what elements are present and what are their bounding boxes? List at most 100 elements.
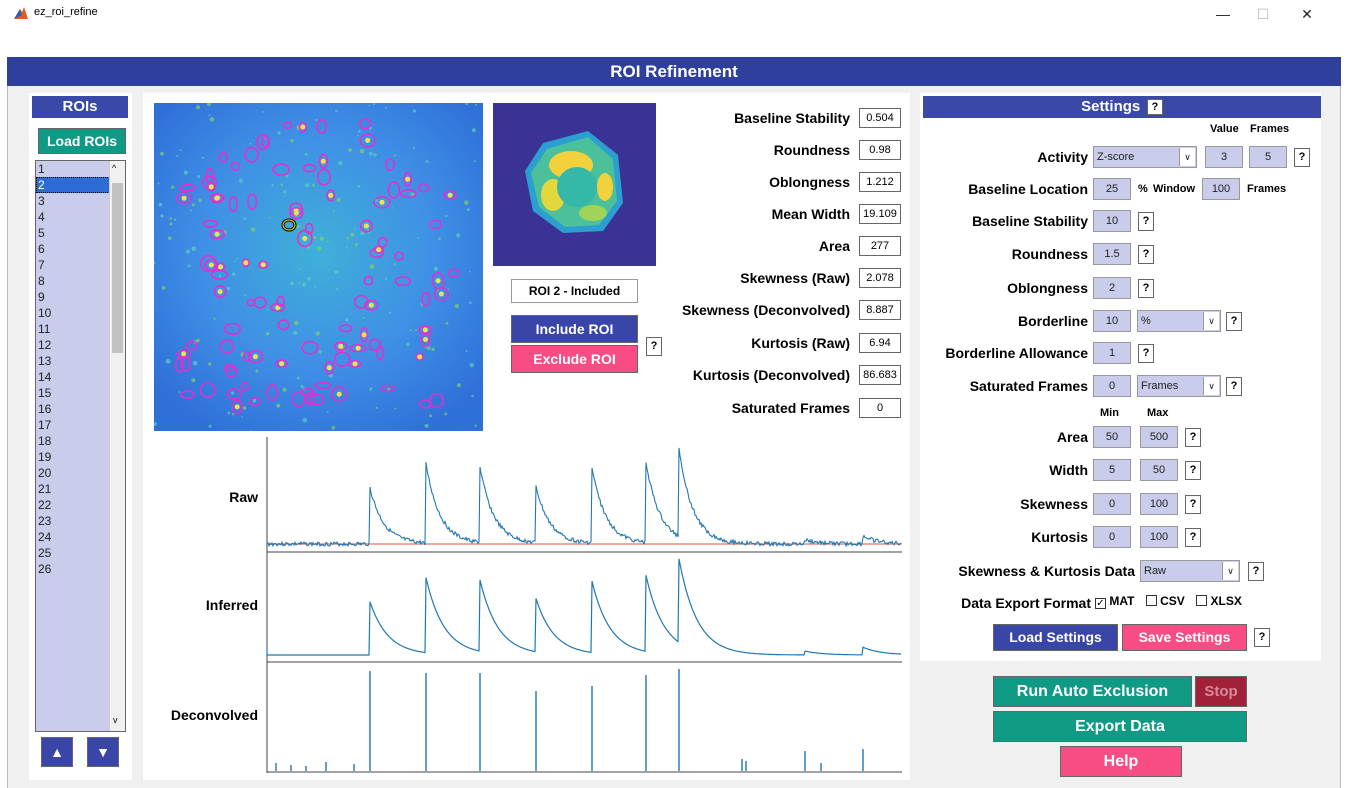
save-settings-button[interactable]: Save Settings [1122, 624, 1247, 651]
borderline-unit-select[interactable]: % ∨ [1137, 310, 1221, 332]
trace-plots [266, 437, 902, 773]
roi-list-item[interactable]: 17 [38, 418, 52, 432]
area-min-input[interactable]: 50 [1093, 426, 1131, 448]
load-settings-button[interactable]: Load Settings [993, 624, 1118, 651]
sk-data-help-icon[interactable]: ? [1248, 562, 1264, 581]
roi-list-item[interactable]: 11 [38, 322, 51, 336]
export-data-button[interactable]: Export Data [993, 711, 1247, 742]
baseline-location-input[interactable]: 25 [1093, 178, 1131, 200]
roi-list-item[interactable]: 18 [38, 434, 52, 448]
roi-list-item[interactable]: 8 [38, 274, 45, 288]
field-of-view-image[interactable] [152, 101, 483, 432]
move-down-button[interactable]: ▼ [87, 737, 119, 767]
roi-list-item[interactable]: 3 [38, 194, 45, 208]
mat-checkbox[interactable]: ✓ [1095, 598, 1106, 609]
scroll-down-arrow-icon[interactable]: v [113, 715, 118, 725]
borderline-input[interactable]: 10 [1093, 310, 1131, 332]
width-help-icon[interactable]: ? [1185, 461, 1201, 480]
roi-list-item[interactable]: 21 [38, 482, 52, 496]
activity-mode-select[interactable]: Z-score ∨ [1093, 146, 1197, 168]
export-format-options: ✓ MAT CSV XLSX [1095, 594, 1242, 609]
roundness-input[interactable]: 1.5 [1093, 243, 1131, 265]
skewness-max-input[interactable]: 100 [1140, 493, 1178, 515]
roi-list-item[interactable]: 24 [38, 530, 52, 544]
kurtosis-help-icon[interactable]: ? [1185, 528, 1201, 547]
area-max-input[interactable]: 500 [1140, 426, 1178, 448]
scroll-up-arrow-icon[interactable]: ^ [112, 163, 117, 173]
baseline-window-input[interactable]: 100 [1202, 178, 1240, 200]
roi-list-item[interactable]: 20 [38, 466, 52, 480]
csv-checkbox[interactable] [1145, 595, 1157, 606]
export-format-label: Data Export Format [961, 595, 1091, 611]
roi-list-item[interactable]: 12 [38, 338, 52, 352]
saturated-frames-help-icon[interactable]: ? [1226, 377, 1242, 396]
roi-list-item[interactable]: 9 [38, 290, 45, 304]
roi-list-scrollbar[interactable]: ^ v [109, 161, 125, 731]
settings-buttons-help-icon[interactable]: ? [1254, 628, 1270, 647]
activity-value-input[interactable]: 3 [1205, 146, 1243, 168]
include-roi-button[interactable]: Include ROI [511, 315, 638, 343]
oblongness-input[interactable]: 2 [1093, 277, 1131, 299]
saturated-frames-unit-select[interactable]: Frames ∨ [1137, 375, 1221, 397]
maximize-button[interactable]: ☐ [1256, 6, 1270, 22]
csv-option-label: CSV [1160, 594, 1185, 608]
roi-list-item[interactable]: 14 [38, 370, 52, 384]
roi-list-item[interactable]: 26 [38, 562, 52, 576]
metric-label: Kurtosis (Deconvolved) [692, 367, 850, 383]
width-min-input[interactable]: 5 [1093, 459, 1131, 481]
roi-list-item[interactable]: 23 [38, 514, 52, 528]
chevron-down-icon: ∨ [1222, 562, 1238, 580]
activity-help-icon[interactable]: ? [1294, 148, 1310, 167]
activity-frames-input[interactable]: 5 [1249, 146, 1287, 168]
roi-list-item[interactable]: 2 [36, 177, 110, 193]
roi-list-item[interactable]: 4 [38, 210, 45, 224]
kurtosis-min-input[interactable]: 0 [1093, 526, 1131, 548]
skewness-min-input[interactable]: 0 [1093, 493, 1131, 515]
borderline-allowance-input[interactable]: 1 [1093, 342, 1131, 364]
minimize-button[interactable]: — [1216, 6, 1230, 22]
scrollbar-thumb[interactable] [112, 183, 123, 353]
roi-list-item[interactable]: 10 [38, 306, 52, 320]
move-up-button[interactable]: ▲ [41, 737, 73, 767]
borderline-help-icon[interactable]: ? [1226, 312, 1242, 331]
close-button[interactable]: ✕ [1301, 6, 1313, 22]
baseline-stability-input[interactable]: 10 [1093, 210, 1131, 232]
chevron-down-icon: ∨ [1203, 312, 1219, 330]
metric-label: Skewness (Deconvolved) [681, 302, 850, 318]
saturated-frames-input[interactable]: 0 [1093, 375, 1131, 397]
metric-value: 0.98 [859, 140, 901, 160]
roi-list-item[interactable]: 13 [38, 354, 52, 368]
metric-value: 0 [859, 398, 901, 418]
roundness-help-icon[interactable]: ? [1138, 245, 1154, 264]
roi-list-item[interactable]: 19 [38, 450, 52, 464]
roi-list-item[interactable]: 16 [38, 402, 52, 416]
saturated-frames-unit-value: Frames [1141, 380, 1179, 392]
area-help-icon[interactable]: ? [1185, 428, 1201, 447]
chevron-down-icon: ∨ [1203, 377, 1219, 395]
exclude-roi-button[interactable]: Exclude ROI [511, 345, 638, 373]
roi-list-item[interactable]: 25 [38, 546, 52, 560]
settings-help-icon[interactable]: ? [1146, 99, 1163, 115]
xlsx-checkbox[interactable] [1196, 595, 1208, 606]
borderline-allowance-help-icon[interactable]: ? [1138, 344, 1154, 363]
roi-list-item[interactable]: 6 [38, 242, 45, 256]
inferred-trace-label: Inferred [205, 597, 258, 613]
run-auto-exclusion-button[interactable]: Run Auto Exclusion [993, 676, 1192, 707]
skewness-help-icon[interactable]: ? [1185, 495, 1201, 514]
roi-list-item[interactable]: 1 [38, 162, 45, 176]
oblongness-help-icon[interactable]: ? [1138, 279, 1154, 298]
roi-buttons-help-icon[interactable]: ? [646, 337, 662, 356]
baseline-stability-help-icon[interactable]: ? [1138, 212, 1154, 231]
width-max-input[interactable]: 50 [1140, 459, 1178, 481]
matlab-app-icon [14, 7, 28, 19]
roi-list-item[interactable]: 15 [38, 386, 52, 400]
roi-list-item[interactable]: 5 [38, 226, 45, 240]
sk-data-select[interactable]: Raw ∨ [1140, 560, 1240, 582]
help-button[interactable]: Help [1060, 746, 1182, 777]
roi-list-item[interactable]: 22 [38, 498, 52, 512]
xlsx-option-label: XLSX [1210, 594, 1242, 608]
stop-button[interactable]: Stop [1195, 676, 1247, 707]
load-rois-button[interactable]: Load ROIs [38, 128, 126, 154]
roi-list-item[interactable]: 7 [38, 258, 45, 272]
kurtosis-max-input[interactable]: 100 [1140, 526, 1178, 548]
